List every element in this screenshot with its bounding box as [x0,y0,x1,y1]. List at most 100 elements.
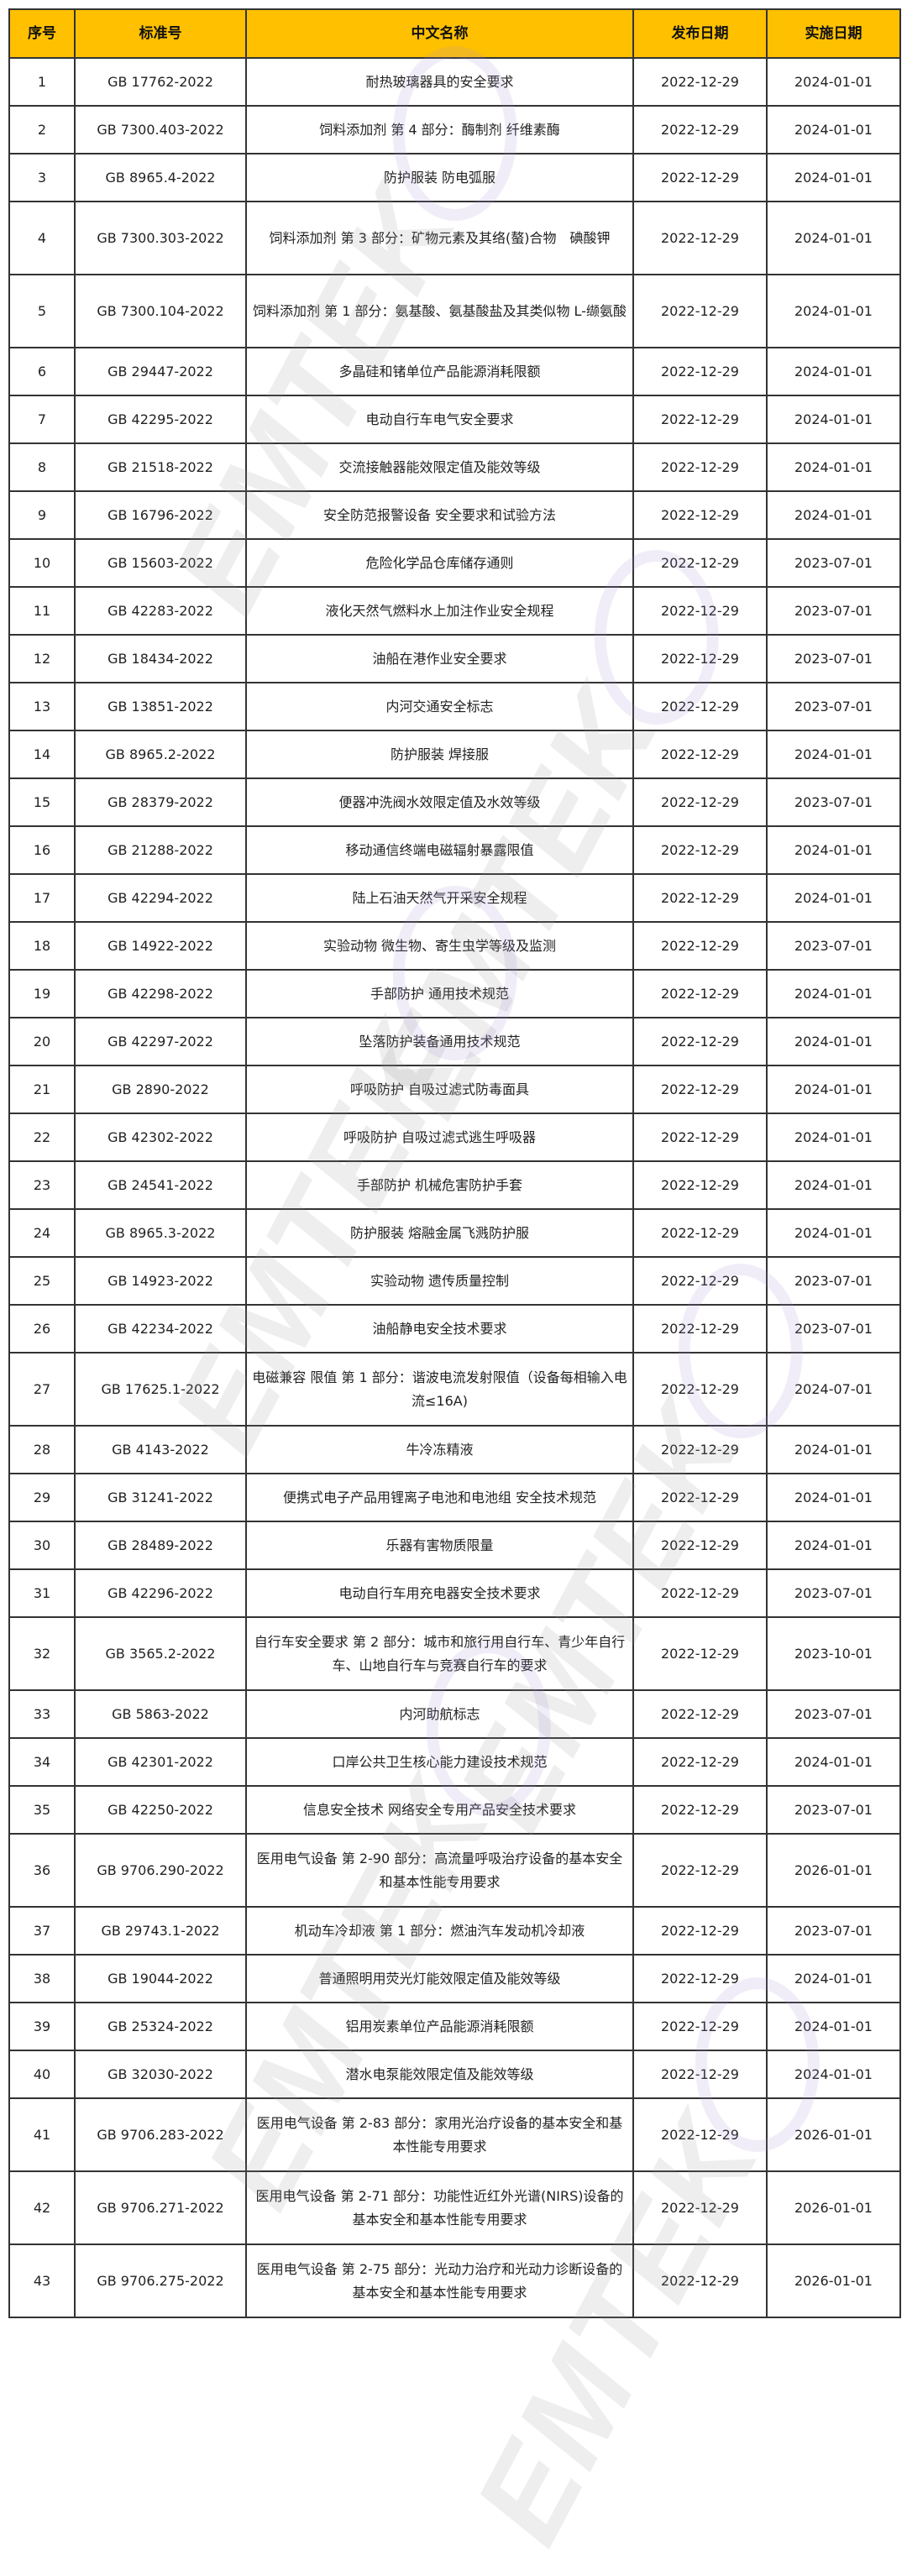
cell-standard-number: GB 9706.271-2022 [74,2170,247,2245]
cell-chinese-name: 铝用炭素单位产品能源消耗限额 [245,2002,634,2051]
cell-chinese-name: 防护服装 防电弧服 [245,153,634,202]
table-row: 18 GB 14922-2022 实验动物 微生物、寄生虫学等级及监测 2022-12… [8,921,901,971]
cell-publish-date: 2022-12-29 [632,1568,768,1618]
cell-index: 11 [8,586,76,636]
cell-chinese-name: 机动车冷却液 第 1 部分：燃油汽车发动机冷却液 [245,1906,634,1956]
table-row: 31 GB 42296-2022 电动自行车用充电器安全技术要求 2022-12-29… [8,1568,901,1618]
cell-standard-number: GB 13851-2022 [74,682,247,731]
cell-implement-date: 2024-01-01 [766,2050,901,2099]
cell-index: 17 [8,873,76,923]
cell-implement-date: 2023-07-01 [766,634,901,683]
cell-publish-date: 2022-12-29 [632,1616,768,1691]
cell-standard-number: GB 32030-2022 [74,2050,247,2099]
cell-standard-number: GB 42297-2022 [74,1017,247,1066]
cell-standard-number: GB 28489-2022 [74,1521,247,1570]
cell-index: 22 [8,1113,76,1162]
cell-publish-date: 2022-12-29 [632,1689,768,1739]
cell-chinese-name: 防护服装 熔融金属飞溅防护服 [245,1208,634,1258]
cell-index: 40 [8,2050,76,2099]
cell-chinese-name: 呼吸防护 自吸过滤式防毒面具 [245,1065,634,1114]
table-row: 24 GB 8965.3-2022 防护服装 熔融金属飞溅防护服 2022-12-29… [8,1208,901,1258]
cell-index: 28 [8,1425,76,1474]
cell-chinese-name: 乐器有害物质限量 [245,1521,634,1570]
cell-index: 23 [8,1160,76,1210]
cell-implement-date: 2024-01-01 [766,1017,901,1066]
cell-implement-date: 2023-07-01 [766,778,901,827]
cell-chinese-name: 多晶硅和锗单位产品能源消耗限额 [245,347,634,396]
table-row: 15 GB 28379-2022 便器冲洗阀水效限定值及水效等级 2022-12-29… [8,778,901,827]
cell-implement-date: 2024-01-01 [766,969,901,1018]
table-row: 39 GB 25324-2022 铝用炭素单位产品能源消耗限额 2022-12-29 2… [8,2002,901,2051]
cell-chinese-name: 电动自行车用充电器安全技术要求 [245,1568,634,1618]
cell-chinese-name: 陆上石油天然气开采安全规程 [245,873,634,923]
cell-chinese-name: 饲料添加剂 第 3 部分：矿物元素及其络(螯)合物 碘酸钾 [245,201,634,275]
cell-publish-date: 2022-12-29 [632,1521,768,1570]
cell-index: 18 [8,921,76,971]
cell-standard-number: GB 24541-2022 [74,1160,247,1210]
cell-implement-date: 2026-01-01 [766,2244,901,2318]
cell-implement-date: 2023-07-01 [766,1256,901,1306]
cell-chinese-name: 呼吸防护 自吸过滤式逃生呼吸器 [245,1113,634,1162]
cell-index: 26 [8,1304,76,1353]
cell-chinese-name: 安全防范报警设备 安全要求和试验方法 [245,490,634,540]
table-row: 34 GB 42301-2022 口岸公共卫生核心能力建设技术规范 2022-12-2… [8,1737,901,1787]
header-chinese-name: 中文名称 [245,8,634,59]
cell-standard-number: GB 17625.1-2022 [74,1352,247,1427]
table-row: 23 GB 24541-2022 手部防护 机械危害防护手套 2022-12-29 20… [8,1160,901,1210]
cell-publish-date: 2022-12-29 [632,442,768,492]
cell-index: 15 [8,778,76,827]
cell-standard-number: GB 17762-2022 [74,57,247,107]
cell-index: 38 [8,1954,76,2003]
cell-index: 1 [8,57,76,107]
cell-implement-date: 2024-01-01 [766,1065,901,1114]
cell-implement-date: 2024-01-01 [766,825,901,875]
table-row: 37 GB 29743.1-2022 机动车冷却液 第 1 部分：燃油汽车发动机冷却… [8,1906,901,1956]
cell-implement-date: 2024-01-01 [766,1113,901,1162]
table-row: 2 GB 7300.403-2022 饲料添加剂 第 4 部分：酶制剂 纤维素酶 20… [8,105,901,154]
cell-standard-number: GB 19044-2022 [74,1954,247,2003]
table-row: 32 GB 3565.2-2022 自行车安全要求 第 2 部分：城市和旅行用自行车… [8,1616,901,1691]
cell-publish-date: 2022-12-29 [632,634,768,683]
cell-standard-number: GB 31241-2022 [74,1473,247,1522]
cell-chinese-name: 移动通信终端电磁辐射暴露限值 [245,825,634,875]
table-row: 13 GB 13851-2022 内河交通安全标志 2022-12-29 2023-07… [8,682,901,731]
table-row: 26 GB 42234-2022 油船静电安全技术要求 2022-12-29 2023-… [8,1304,901,1353]
cell-standard-number: GB 42301-2022 [74,1737,247,1787]
cell-publish-date: 2022-12-29 [632,395,768,444]
cell-index: 36 [8,1833,76,1908]
cell-publish-date: 2022-12-29 [632,2170,768,2245]
cell-implement-date: 2023-07-01 [766,1785,901,1835]
cell-chinese-name: 饲料添加剂 第 4 部分：酶制剂 纤维素酶 [245,105,634,154]
cell-implement-date: 2024-01-01 [766,201,901,275]
cell-index: 35 [8,1785,76,1835]
table-row: 19 GB 42298-2022 手部防护 通用技术规范 2022-12-29 2024… [8,969,901,1018]
cell-publish-date: 2022-12-29 [632,1113,768,1162]
cell-implement-date: 2024-01-01 [766,1521,901,1570]
cell-chinese-name: 手部防护 通用技术规范 [245,969,634,1018]
cell-index: 27 [8,1352,76,1427]
cell-implement-date: 2024-01-01 [766,57,901,107]
table-row: 16 GB 21288-2022 移动通信终端电磁辐射暴露限值 2022-12-29 2… [8,825,901,875]
cell-standard-number: GB 7300.104-2022 [74,274,247,348]
cell-publish-date: 2022-12-29 [632,2244,768,2318]
cell-publish-date: 2022-12-29 [632,1304,768,1353]
cell-publish-date: 2022-12-29 [632,347,768,396]
table-row: 10 GB 15603-2022 危险化学品仓库储存通则 2022-12-29 2023… [8,538,901,588]
cell-implement-date: 2023-07-01 [766,682,901,731]
cell-chinese-name: 普通照明用荧光灯能效限定值及能效等级 [245,1954,634,2003]
cell-chinese-name: 医用电气设备 第 2-83 部分：家用光治疗设备的基本安全和基本性能专用要求 [245,2097,634,2172]
cell-index: 2 [8,105,76,154]
cell-chinese-name: 电动自行车电气安全要求 [245,395,634,444]
cell-standard-number: GB 42296-2022 [74,1568,247,1618]
standards-table: 序号 标准号 中文名称 发布日期 实施日期 1 GB 17762-2022 耐热玻璃… [8,8,901,2318]
cell-standard-number: GB 42234-2022 [74,1304,247,1353]
cell-chinese-name: 危险化学品仓库储存通则 [245,538,634,588]
cell-publish-date: 2022-12-29 [632,201,768,275]
cell-publish-date: 2022-12-29 [632,274,768,348]
cell-implement-date: 2026-01-01 [766,2097,901,2172]
cell-publish-date: 2022-12-29 [632,2097,768,2172]
cell-index: 30 [8,1521,76,1570]
cell-publish-date: 2022-12-29 [632,2050,768,2099]
cell-chinese-name: 医用电气设备 第 2-90 部分：高流量呼吸治疗设备的基本安全和基本性能专用要求 [245,1833,634,1908]
cell-publish-date: 2022-12-29 [632,1954,768,2003]
